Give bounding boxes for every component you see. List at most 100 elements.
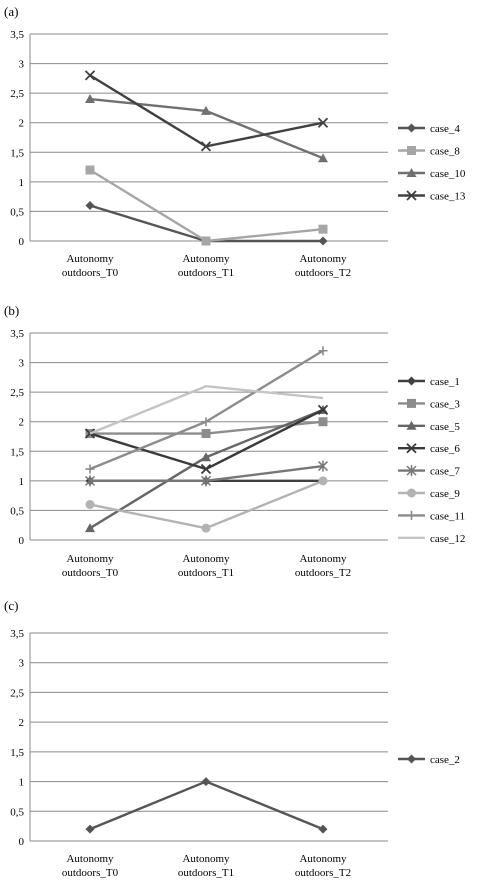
data-point <box>318 224 328 234</box>
legend-item: case_7 <box>398 465 460 478</box>
y-tick-label: 0,5 <box>10 505 24 517</box>
y-tick-label: 2 <box>19 717 25 729</box>
data-point <box>85 500 95 510</box>
y-tick-label: 1,5 <box>10 446 24 458</box>
x-tick-label: Autonomy outdoors_T1 <box>178 853 234 879</box>
legend-item: case_10 <box>398 168 466 180</box>
data-point <box>201 417 211 427</box>
series-line <box>89 385 324 435</box>
legend-label: case_12 <box>430 533 465 545</box>
legend-label: case_1 <box>430 376 460 388</box>
data-point <box>201 236 211 246</box>
series-case_9 <box>85 476 328 533</box>
panel-label: (a) <box>4 4 18 19</box>
series-line <box>89 780 324 831</box>
legend-label: case_9 <box>430 488 460 500</box>
legend-item: case_1 <box>398 376 460 388</box>
data-point <box>84 70 96 81</box>
legend-item: case_6 <box>398 443 460 455</box>
panel-label: (b) <box>4 303 19 318</box>
data-point <box>85 94 95 104</box>
legend-item: case_12 <box>398 533 465 545</box>
data-point <box>317 404 329 416</box>
series-case_10 <box>85 94 328 163</box>
y-tick-label: 1,5 <box>10 747 24 759</box>
data-point <box>84 475 96 487</box>
y-tick-label: 0,5 <box>10 806 24 818</box>
legend-marker <box>406 443 417 454</box>
panel-label: (c) <box>4 598 18 613</box>
legend-label: case_5 <box>430 421 460 433</box>
x-tick-label: Autonomy outdoors_T0 <box>62 253 119 279</box>
data-point <box>318 476 328 486</box>
legend-marker <box>406 168 417 177</box>
legend: case_2 <box>398 754 460 766</box>
legend-item: case_3 <box>398 398 460 410</box>
legend-marker <box>407 376 416 386</box>
y-tick-label: 3 <box>19 358 25 370</box>
x-tick-label: Autonomy outdoors_T2 <box>295 253 351 279</box>
y-tick-label: 1 <box>19 777 25 789</box>
legend-label: case_2 <box>430 754 460 766</box>
series-line <box>89 169 324 243</box>
data-point <box>318 417 328 427</box>
legend: case_1 case_3 case_5 case_6 case_7 case_9case… <box>398 376 465 545</box>
y-tick-label: 2,5 <box>10 88 24 100</box>
legend-marker <box>407 754 416 764</box>
y-tick-label: 0 <box>19 236 25 248</box>
legend-marker <box>407 488 416 498</box>
legend-item: case_4 <box>398 123 460 135</box>
legend-marker <box>407 123 416 133</box>
legend-item: case_8 <box>398 146 460 158</box>
y-tick-label: 1,5 <box>10 147 24 159</box>
series-case_2 <box>85 777 328 834</box>
data-point <box>201 523 211 533</box>
data-point <box>201 429 211 439</box>
y-tick-label: 2,5 <box>10 387 24 399</box>
y-tick-label: 1 <box>19 476 25 488</box>
data-point <box>85 201 95 211</box>
data-point <box>318 153 328 163</box>
data-point <box>85 523 95 533</box>
data-point <box>201 105 211 115</box>
legend-label: case_10 <box>430 168 466 180</box>
legend: case_4 case_8 case_10 case_13 <box>398 123 466 203</box>
y-tick-label: 3 <box>19 658 25 670</box>
x-tick-label: Autonomy outdoors_T0 <box>62 553 119 579</box>
y-tick-label: 0 <box>19 836 25 848</box>
series-case_6 <box>84 404 329 475</box>
x-tick-label: Autonomy outdoors_T2 <box>295 553 351 579</box>
legend-marker <box>406 465 417 477</box>
y-tick-label: 0 <box>19 535 25 547</box>
chart-panel-1: (a) 0 0,5 1 1,5 2 2,5 3 3,5 Autonomy outdoors_T0 Au… <box>4 4 466 279</box>
x-tick-label: Autonomy outdoors_T2 <box>295 853 351 879</box>
series-case_13 <box>84 70 329 152</box>
x-tick-label: Autonomy outdoors_T0 <box>62 853 119 879</box>
legend-marker <box>407 398 416 408</box>
chart-panel-2: (b) 0 0,5 1 1,5 2 2,5 3 3,5 Autonomy outdoors_T0 Au… <box>4 303 465 579</box>
series-case_12 <box>89 385 324 435</box>
chart-panel-3: (c) 0 0,5 1 1,5 2 2,5 3 3,5 Autonomy outdoors_T0 Au… <box>4 598 460 879</box>
data-point <box>84 428 96 439</box>
series-line <box>89 204 323 243</box>
data-point <box>85 824 95 834</box>
series-case_8 <box>85 165 328 246</box>
y-tick-label: 2 <box>19 118 25 130</box>
data-point <box>201 777 211 787</box>
legend-label: case_11 <box>430 510 465 522</box>
legend-marker <box>406 420 417 430</box>
legend-marker <box>406 190 417 201</box>
y-tick-label: 0,5 <box>10 206 24 218</box>
legend-label: case_7 <box>430 466 460 478</box>
series-line <box>89 479 324 530</box>
legend-item: case_9 <box>398 488 460 500</box>
y-tick-label: 2 <box>19 417 25 429</box>
data-point <box>85 464 95 474</box>
legend-item: case_13 <box>398 190 466 203</box>
legend-label: case_8 <box>430 146 460 158</box>
data-point <box>201 452 211 462</box>
data-point <box>200 141 212 152</box>
data-point <box>85 165 95 175</box>
x-tick-label: Autonomy outdoors_T1 <box>178 253 234 279</box>
legend-label: case_13 <box>430 191 466 203</box>
